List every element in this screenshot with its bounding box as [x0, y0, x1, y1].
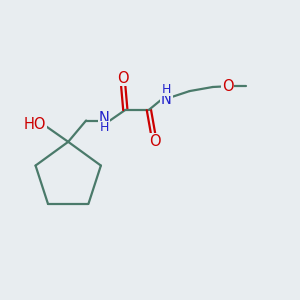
Text: N: N — [161, 92, 172, 106]
Text: H: H — [99, 121, 109, 134]
Text: HO: HO — [24, 117, 46, 132]
Text: O: O — [117, 71, 129, 86]
Text: H: H — [162, 83, 171, 96]
Text: O: O — [222, 79, 233, 94]
Text: O: O — [149, 134, 160, 149]
Text: N: N — [99, 111, 110, 126]
